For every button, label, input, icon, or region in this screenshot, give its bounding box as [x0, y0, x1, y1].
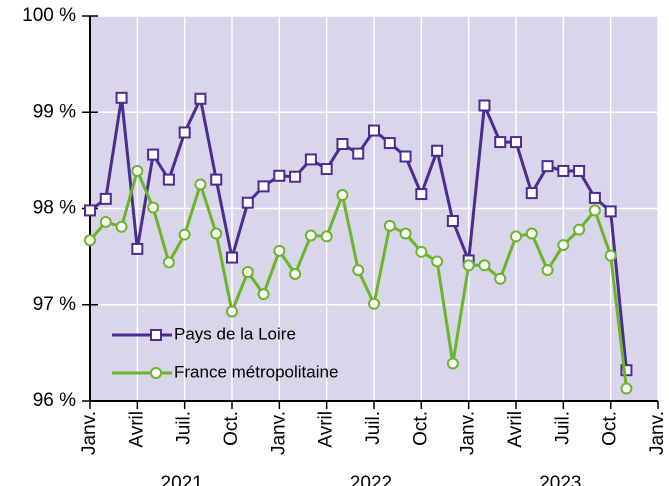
x-tick-label: Avril [505, 411, 526, 448]
marker [557, 164, 570, 177]
marker [257, 180, 270, 193]
marker [257, 288, 270, 301]
marker [588, 191, 601, 204]
y-tick-label: 97 % [33, 294, 76, 315]
marker [289, 170, 302, 183]
marker [573, 164, 586, 177]
x-tick-label: Oct. [600, 411, 621, 446]
legend-label: France métropolitaine [174, 362, 338, 381]
marker [210, 173, 223, 186]
marker [289, 267, 302, 280]
marker [431, 255, 444, 268]
marker [525, 187, 538, 200]
y-tick-label: 100 % [22, 5, 76, 26]
x-tick-label: Avril [316, 411, 337, 448]
x-tick-label: Janv. [647, 411, 668, 455]
marker [131, 164, 144, 177]
marker [604, 249, 617, 262]
marker [273, 244, 286, 257]
marker [415, 188, 428, 201]
marker [336, 138, 349, 151]
marker [131, 242, 144, 255]
x-tick-label: Avril [126, 411, 147, 448]
marker [446, 215, 459, 228]
marker [150, 367, 162, 379]
marker [304, 229, 317, 242]
y-tick-label: 98 % [33, 198, 76, 219]
marker [478, 99, 491, 112]
marker [541, 264, 554, 277]
marker [557, 239, 570, 252]
marker [399, 227, 412, 240]
marker [162, 256, 175, 269]
x-tick-label: Janv. [458, 411, 479, 455]
x-tick-label: Oct. [221, 411, 242, 446]
x-group-label: 2022 [350, 473, 392, 486]
marker [494, 272, 507, 285]
marker [226, 251, 238, 264]
marker [178, 228, 191, 241]
marker [84, 234, 96, 247]
marker [320, 163, 333, 176]
marker [273, 169, 286, 182]
marker [226, 305, 238, 318]
marker [399, 150, 412, 163]
marker [304, 153, 317, 166]
marker [446, 357, 459, 370]
x-tick-label: Juil. [552, 411, 573, 445]
marker [352, 147, 365, 160]
marker [99, 215, 112, 228]
marker [115, 220, 128, 233]
marker [368, 297, 380, 310]
marker [320, 230, 333, 243]
marker [147, 201, 160, 214]
marker [210, 227, 223, 240]
x-tick-label: Juil. [363, 411, 384, 445]
x-tick-label: Juil. [174, 411, 195, 445]
marker [178, 126, 191, 139]
marker [604, 205, 617, 218]
marker [194, 178, 207, 191]
marker [462, 259, 475, 272]
x-group-label: 2023 [539, 473, 581, 486]
marker [588, 204, 601, 217]
marker [494, 136, 507, 149]
marker [383, 219, 396, 232]
x-tick-label: Janv. [268, 411, 289, 455]
marker [368, 124, 380, 137]
marker [510, 230, 522, 243]
marker [150, 329, 162, 341]
marker [336, 189, 349, 202]
legend-label: Pays de la Loire [174, 324, 296, 343]
marker [115, 91, 128, 104]
marker [241, 266, 254, 279]
y-tick-label: 99 % [33, 101, 76, 122]
marker [84, 204, 96, 217]
marker [620, 382, 633, 395]
marker [99, 192, 112, 205]
marker [147, 148, 160, 161]
marker [352, 264, 365, 277]
marker [478, 259, 491, 272]
marker [573, 223, 586, 236]
marker [241, 196, 254, 209]
marker [541, 160, 554, 173]
marker [162, 173, 175, 186]
marker [620, 364, 633, 377]
y-tick-label: 96 % [33, 390, 76, 411]
marker [383, 137, 396, 150]
x-tick-label: Oct. [410, 411, 431, 446]
x-group-label: 2021 [161, 473, 203, 486]
x-tick-label: Janv. [79, 411, 100, 455]
marker [415, 245, 428, 258]
marker [510, 136, 522, 149]
marker [431, 144, 444, 157]
marker [194, 92, 207, 105]
marker [525, 227, 538, 240]
